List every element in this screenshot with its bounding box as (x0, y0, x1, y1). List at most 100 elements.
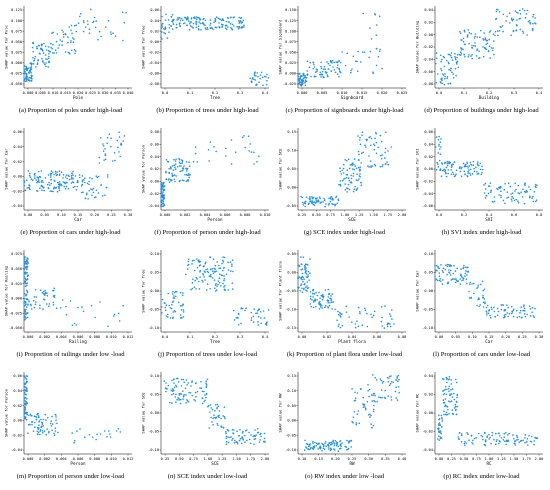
data-point (162, 181, 165, 184)
data-point (265, 324, 268, 326)
data-point (357, 410, 360, 412)
data-point (201, 390, 204, 393)
data-point (23, 391, 26, 394)
data-point (447, 169, 449, 171)
data-point (485, 195, 488, 197)
data-point (498, 29, 501, 32)
x-tick-label: 0.0 (436, 213, 443, 217)
data-point (122, 39, 124, 42)
data-point (100, 137, 102, 139)
data-point (50, 190, 53, 192)
data-point (203, 390, 205, 393)
data-point (371, 400, 373, 402)
data-point (496, 307, 499, 310)
data-point (452, 272, 454, 275)
data-point (25, 306, 28, 308)
data-point (447, 172, 449, 175)
data-point (104, 153, 107, 155)
data-point (42, 418, 45, 421)
data-point (305, 200, 307, 203)
data-point (175, 175, 177, 177)
data-point (491, 308, 493, 310)
x-tick-label: 0.3 (511, 91, 518, 95)
data-point (332, 66, 334, 68)
data-point (390, 146, 393, 148)
data-point (319, 446, 322, 448)
data-point (69, 300, 72, 302)
x-tick-label: 1.25 (218, 457, 227, 461)
data-point (211, 421, 213, 423)
data-point (171, 165, 174, 167)
data-point (56, 422, 58, 425)
data-point (212, 28, 214, 31)
y-tick-label: 0.05 (150, 271, 159, 275)
data-point (461, 276, 463, 279)
data-point (347, 183, 350, 186)
y-tick-label: 0.05 (424, 271, 433, 275)
data-point (511, 312, 513, 315)
x-tick-label: 0.25 (107, 213, 116, 217)
data-point (315, 71, 317, 73)
x-axis-label: Car (485, 339, 493, 344)
data-point (523, 307, 526, 310)
data-point (265, 76, 267, 78)
data-point (368, 56, 370, 59)
data-point (45, 62, 47, 64)
data-point (312, 196, 315, 199)
data-point (315, 200, 318, 202)
axis-lines (23, 250, 132, 333)
x-tick-label: 0.50 (312, 213, 321, 217)
data-point (263, 317, 266, 319)
data-point (315, 199, 317, 201)
data-point (449, 274, 452, 276)
data-point (517, 192, 519, 194)
x-tick-label: 0.25 (447, 457, 456, 461)
data-point (178, 161, 181, 164)
data-point (199, 22, 202, 25)
data-point (357, 325, 360, 328)
data-point (456, 394, 459, 396)
data-point (30, 76, 32, 79)
data-point (533, 316, 536, 318)
data-point (444, 268, 447, 271)
data-point (164, 32, 167, 35)
data-point (260, 435, 262, 438)
y-tick-label: 0.05 (287, 404, 296, 408)
data-point (167, 19, 170, 21)
data-point (253, 308, 255, 310)
data-point (106, 176, 109, 178)
data-point (473, 167, 475, 170)
data-point (512, 309, 515, 312)
chart-panel: 0.10 0.15 0.20 0.25 0.30 0.35 0.40 -0.10 -0.05 0.… (276, 368, 413, 490)
data-point (329, 297, 331, 300)
data-point (437, 267, 439, 269)
data-point (439, 141, 442, 144)
data-point (108, 430, 110, 432)
data-point (517, 202, 520, 204)
x-tick-label: 0.50 (460, 457, 469, 461)
data-point (492, 47, 494, 49)
axis-lines (160, 250, 269, 333)
data-point (176, 19, 178, 21)
data-point (176, 377, 179, 380)
y-tick-label: 0.02 (150, 29, 159, 33)
data-point (388, 384, 391, 387)
x-tick-label: 0.025 (397, 91, 408, 95)
data-point (161, 192, 163, 195)
data-point (52, 187, 55, 190)
data-point (474, 33, 477, 35)
data-point (76, 179, 79, 182)
data-point (234, 151, 237, 153)
data-point (40, 185, 43, 187)
data-point (438, 135, 440, 138)
data-point (327, 288, 330, 291)
data-point (182, 19, 184, 22)
data-point (514, 442, 516, 444)
data-point (50, 420, 52, 422)
y-tick-label: 0.025 (11, 50, 22, 54)
data-point (515, 188, 517, 191)
data-point (450, 265, 453, 267)
data-point (481, 435, 484, 438)
data-point (436, 438, 439, 440)
data-point (28, 300, 30, 303)
